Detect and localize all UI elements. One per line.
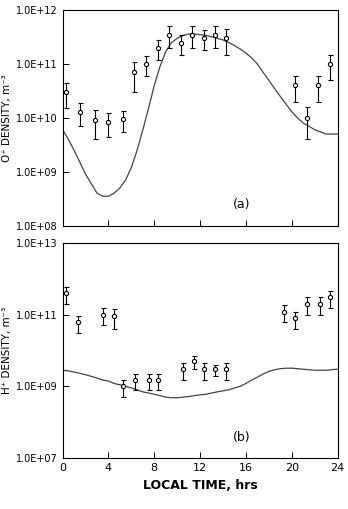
X-axis label: LOCAL TIME, hrs: LOCAL TIME, hrs — [143, 478, 258, 492]
Y-axis label: H⁺ DENSITY, m⁻³: H⁺ DENSITY, m⁻³ — [2, 307, 12, 394]
Text: (a): (a) — [233, 199, 251, 211]
Text: (b): (b) — [233, 431, 251, 444]
Y-axis label: O⁺ DENSITY, m⁻³: O⁺ DENSITY, m⁻³ — [2, 74, 12, 162]
